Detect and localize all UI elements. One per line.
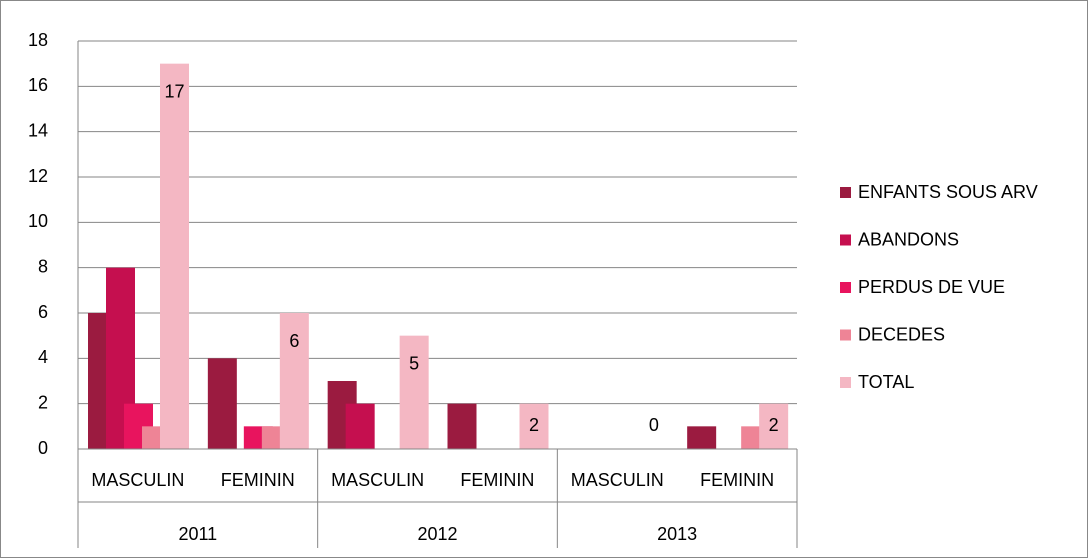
y-tick-label: 12 [28, 166, 48, 186]
x-tick-label: MASCULIN [571, 470, 664, 490]
data-label: 6 [289, 331, 299, 351]
data-label: 2 [529, 415, 539, 435]
legend-swatch [840, 282, 851, 293]
bar [759, 403, 789, 449]
bar [399, 335, 429, 449]
y-tick-label: 18 [28, 30, 48, 50]
y-tick-label: 8 [38, 256, 48, 276]
legend-swatch [840, 187, 851, 198]
data-label: 5 [409, 353, 419, 373]
bar [687, 426, 717, 449]
y-tick-label: 6 [38, 302, 48, 322]
legend-label: PERDUS DE VUE [858, 277, 1005, 297]
x-tick-label: FEMININ [700, 470, 774, 490]
y-tick-label: 14 [28, 120, 48, 140]
legend-label: ENFANTS SOUS ARV [858, 182, 1038, 202]
x-tick-label: FEMININ [460, 470, 534, 490]
legend-swatch [840, 377, 851, 388]
y-tick-label: 16 [28, 75, 48, 95]
data-label: 2 [769, 415, 779, 435]
bar [279, 313, 309, 449]
bar [345, 403, 375, 449]
y-tick-label: 10 [28, 211, 48, 231]
bar [207, 358, 237, 449]
data-label: 17 [164, 81, 184, 101]
legend-label: TOTAL [858, 372, 914, 392]
bar [447, 403, 477, 449]
x-tick-label: MASCULIN [331, 470, 424, 490]
data-label: 0 [649, 415, 659, 435]
legend-label: ABANDONS [858, 229, 959, 249]
y-tick-label: 0 [38, 438, 48, 458]
y-tick-label: 2 [38, 392, 48, 412]
bar [519, 403, 549, 449]
bar [160, 63, 189, 450]
legend-swatch [840, 329, 851, 341]
x-tick-label: MASCULIN [91, 470, 184, 490]
legend-swatch [840, 234, 851, 246]
x-group-label: 2013 [657, 524, 697, 544]
x-group-label: 2011 [178, 524, 217, 544]
x-tick-label: FEMININ [221, 470, 295, 490]
y-tick-label: 4 [38, 347, 48, 367]
x-group-label: 2012 [417, 524, 457, 544]
legend-label: DECEDES [858, 324, 945, 344]
